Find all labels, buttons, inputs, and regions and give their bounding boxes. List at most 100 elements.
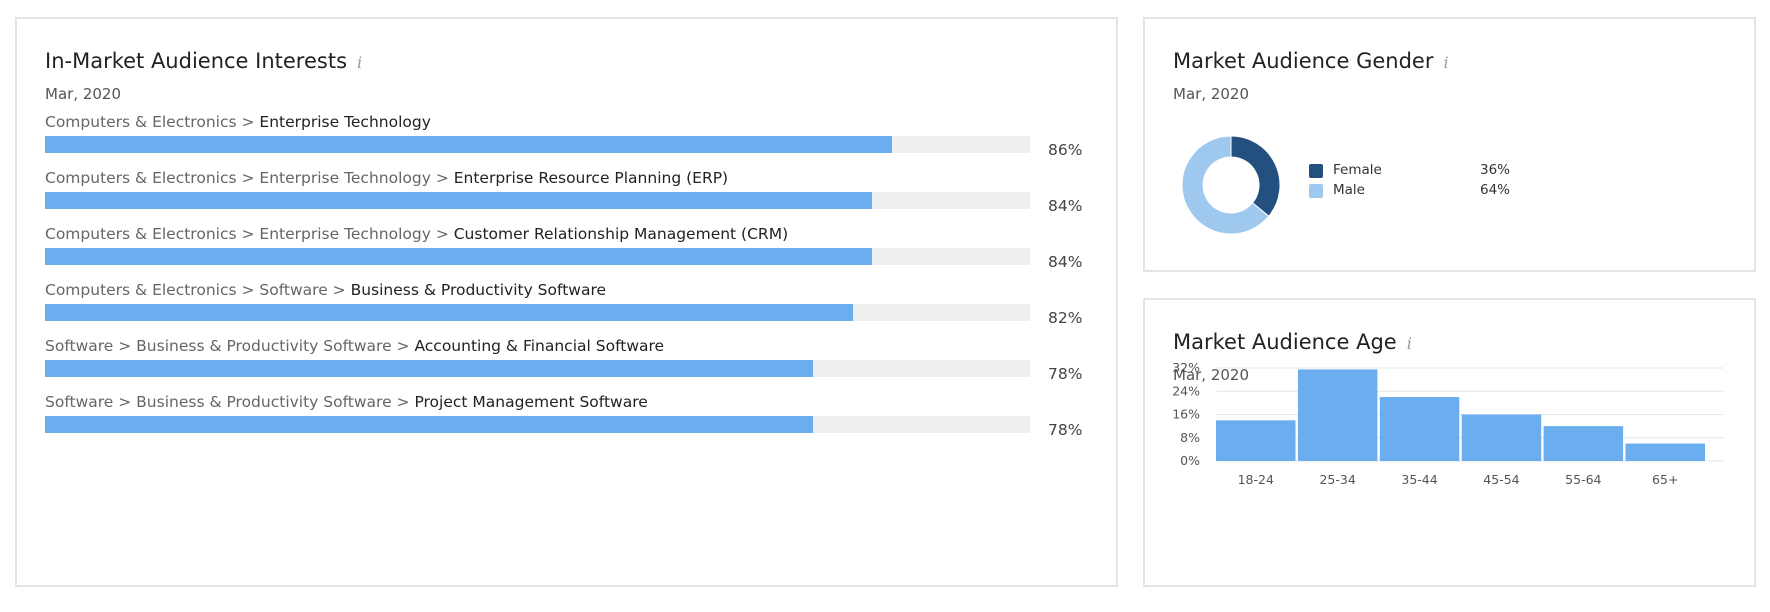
bar-fill bbox=[45, 360, 814, 377]
legend-label-male: Male bbox=[1333, 182, 1365, 198]
separator: > bbox=[113, 393, 137, 411]
interests-card: In-Market Audience Interests i Mar, 2020 … bbox=[15, 17, 1118, 587]
bar-track bbox=[45, 192, 1030, 209]
separator: > bbox=[391, 337, 415, 355]
interest-category[interactable]: Software bbox=[259, 281, 328, 299]
interest-label: Computers & Electronics > Software > Bus… bbox=[45, 281, 606, 299]
x-tick-label: 35-44 bbox=[1401, 472, 1437, 487]
x-tick-label: 25-34 bbox=[1319, 472, 1355, 487]
interest-label: Software > Business & Productivity Softw… bbox=[45, 393, 648, 411]
age-bar-18-24[interactable] bbox=[1216, 420, 1296, 461]
bar-fill bbox=[45, 416, 814, 433]
interest-leaf: Project Management Software bbox=[414, 393, 648, 411]
bar-track bbox=[45, 136, 1030, 153]
interest-category[interactable]: Enterprise Technology bbox=[259, 225, 431, 243]
age-bar-25-34[interactable] bbox=[1297, 369, 1378, 461]
gender-donut-chart bbox=[1181, 135, 1281, 235]
interest-category[interactable]: Computers & Electronics bbox=[45, 113, 237, 131]
donut-slice-female[interactable] bbox=[1230, 135, 1281, 217]
age-bar-35-44[interactable] bbox=[1379, 397, 1460, 461]
age-bar-45-54[interactable] bbox=[1461, 414, 1542, 462]
bar-track bbox=[45, 416, 1030, 433]
bar-track bbox=[45, 304, 1030, 321]
interests-title-text: In-Market Audience Interests bbox=[45, 49, 348, 73]
interest-category[interactable]: Computers & Electronics bbox=[45, 169, 237, 187]
bar-fill bbox=[45, 304, 853, 321]
interest-row: Computers & Electronics > Software > Bus… bbox=[45, 281, 1105, 337]
age-title: Market Audience Age i bbox=[1173, 330, 1412, 354]
separator: > bbox=[236, 113, 260, 131]
bar-track bbox=[45, 360, 1030, 377]
interest-row: Software > Business & Productivity Softw… bbox=[45, 337, 1105, 393]
bar-value-label: 84% bbox=[1048, 253, 1083, 271]
legend-swatch-female bbox=[1309, 164, 1323, 178]
y-tick-label: 24% bbox=[1172, 383, 1200, 398]
gender-title: Market Audience Gender i bbox=[1173, 49, 1449, 73]
y-tick-label: 0% bbox=[1180, 453, 1200, 468]
bar-value-label: 82% bbox=[1048, 309, 1083, 327]
interest-leaf: Enterprise Resource Planning (ERP) bbox=[453, 169, 729, 187]
separator: > bbox=[391, 393, 415, 411]
bar-value-label: 84% bbox=[1048, 197, 1083, 215]
age-bar-55-64[interactable] bbox=[1543, 426, 1624, 461]
y-tick-label: 8% bbox=[1180, 430, 1200, 445]
age-card: Market Audience Age i Mar, 2020 0% 8% 16% 24… bbox=[1143, 298, 1756, 587]
interest-category[interactable]: Enterprise Technology bbox=[259, 169, 431, 187]
separator: > bbox=[430, 225, 454, 243]
legend-value-male: 64% bbox=[1480, 182, 1511, 198]
interest-label: Computers & Electronics > Enterprise Tec… bbox=[45, 113, 431, 131]
interest-category[interactable]: Software bbox=[45, 337, 114, 355]
interest-category[interactable]: Computers & Electronics bbox=[45, 281, 237, 299]
separator: > bbox=[327, 281, 351, 299]
age-date: Mar, 2020 bbox=[1173, 366, 1250, 384]
interests-title: In-Market Audience Interests i bbox=[45, 49, 362, 73]
interest-label: Computers & Electronics > Enterprise Tec… bbox=[45, 225, 788, 243]
interest-category[interactable]: Business & Productivity Software bbox=[136, 337, 392, 355]
interest-leaf: Accounting & Financial Software bbox=[414, 337, 665, 355]
gender-card: Market Audience Gender i Mar, 2020 Female… bbox=[1143, 17, 1756, 272]
interest-label: Computers & Electronics > Enterprise Tec… bbox=[45, 169, 728, 187]
separator: > bbox=[430, 169, 454, 187]
y-tick-label: 16% bbox=[1172, 407, 1200, 422]
interests-date: Mar, 2020 bbox=[45, 85, 122, 103]
legend-value-female: 36% bbox=[1480, 162, 1511, 178]
x-tick-label: 18-24 bbox=[1238, 472, 1274, 487]
donut-slice-male[interactable] bbox=[1181, 135, 1270, 235]
x-tick-label: 55-64 bbox=[1565, 472, 1601, 487]
bar-value-label: 78% bbox=[1048, 365, 1083, 383]
bar-fill bbox=[45, 136, 893, 153]
bar-fill bbox=[45, 248, 873, 265]
interest-leaf: Business & Productivity Software bbox=[350, 281, 607, 299]
x-tick-label: 65+ bbox=[1652, 472, 1678, 487]
separator: > bbox=[236, 225, 260, 243]
interest-label: Software > Business & Productivity Softw… bbox=[45, 337, 664, 355]
interest-row: Computers & Electronics > Enterprise Tec… bbox=[45, 113, 1105, 169]
interest-category[interactable]: Business & Productivity Software bbox=[136, 393, 392, 411]
x-tick-label: 45-54 bbox=[1483, 472, 1519, 487]
bar-fill bbox=[45, 192, 873, 209]
legend-label-female: Female bbox=[1333, 162, 1382, 178]
bar-value-label: 86% bbox=[1048, 141, 1083, 159]
bar-value-label: 78% bbox=[1048, 421, 1083, 439]
separator: > bbox=[236, 281, 260, 299]
info-icon[interactable]: i bbox=[1443, 53, 1449, 72]
interest-row: Computers & Electronics > Enterprise Tec… bbox=[45, 169, 1105, 225]
bar-track bbox=[45, 248, 1030, 265]
gender-date: Mar, 2020 bbox=[1173, 85, 1250, 103]
age-bar-65+[interactable] bbox=[1625, 443, 1706, 461]
info-icon[interactable]: i bbox=[1406, 334, 1412, 353]
interest-leaf: Customer Relationship Management (CRM) bbox=[453, 225, 789, 243]
gender-title-text: Market Audience Gender bbox=[1173, 49, 1434, 73]
interest-leaf: Enterprise Technology bbox=[259, 113, 431, 131]
separator: > bbox=[236, 169, 260, 187]
age-title-text: Market Audience Age bbox=[1173, 330, 1397, 354]
interest-category[interactable]: Software bbox=[45, 393, 114, 411]
separator: > bbox=[113, 337, 137, 355]
interest-row: Software > Business & Productivity Softw… bbox=[45, 393, 1105, 449]
age-bar-chart: 0% 8% 16% 24% 32% 18-24 25-34 35-44 45-54 55-64 65… bbox=[1172, 360, 1723, 487]
y-tick-label: 32% bbox=[1172, 360, 1200, 375]
interest-row: Computers & Electronics > Enterprise Tec… bbox=[45, 225, 1105, 281]
interest-category[interactable]: Computers & Electronics bbox=[45, 225, 237, 243]
legend-swatch-male bbox=[1309, 184, 1323, 198]
info-icon[interactable]: i bbox=[357, 53, 363, 72]
